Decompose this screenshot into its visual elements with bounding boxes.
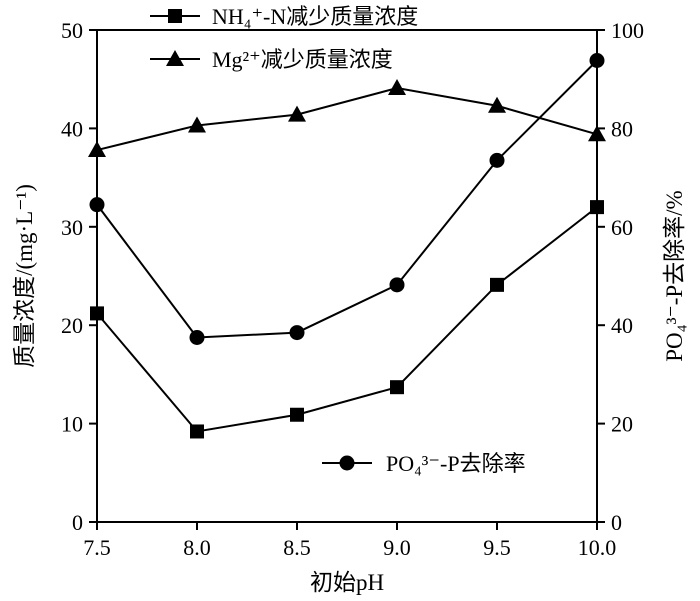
data-point bbox=[288, 105, 306, 122]
legend-item: PO₄³⁻-P去除率 bbox=[322, 451, 526, 476]
plot-frame bbox=[96, 29, 598, 523]
legend-label: Mg²⁺减少质量浓度 bbox=[212, 47, 393, 72]
x-axis-title: 初始pH bbox=[310, 570, 384, 595]
data-point bbox=[489, 152, 505, 168]
series-triangle bbox=[88, 79, 606, 158]
y-left-tick-label: 30 bbox=[61, 215, 83, 240]
y-right-tick-label: 100 bbox=[611, 18, 644, 43]
data-point bbox=[90, 306, 104, 321]
y-left-axis-title: 质量浓度/(mg·L⁻¹) bbox=[12, 184, 37, 368]
series-square bbox=[90, 200, 604, 439]
legend-label: NH₄⁺-N减少质量浓度 bbox=[212, 4, 418, 29]
y-right-tick-label: 0 bbox=[611, 510, 622, 535]
x-axis: 7.5 8.0 8.5 9.0 9.5 10.0 bbox=[83, 522, 616, 560]
legend-marker bbox=[339, 455, 355, 471]
legend-layer: NH₄⁺-N减少质量浓度 Mg²⁺减少质量浓度 PO₄³⁻-P去除率 bbox=[150, 4, 526, 476]
data-point bbox=[589, 53, 605, 69]
y-left-tick-label: 40 bbox=[61, 116, 83, 141]
data-point bbox=[88, 141, 106, 158]
series-line bbox=[96, 59, 598, 339]
legend-marker bbox=[166, 50, 184, 66]
y-right-axis-title: PO₄³⁻-P去除率/% bbox=[662, 190, 687, 361]
legend-item: NH₄⁺-N减少质量浓度 bbox=[150, 4, 418, 29]
data-point bbox=[590, 200, 604, 215]
y-left-axis: 0 10 20 30 40 50 bbox=[61, 18, 97, 535]
y-left-tick-label: 50 bbox=[61, 18, 83, 43]
x-tick-label: 7.5 bbox=[83, 535, 111, 560]
data-point bbox=[588, 125, 606, 142]
x-tick-label: 8.5 bbox=[283, 535, 311, 560]
y-left-tick-label: 10 bbox=[61, 412, 83, 437]
plot-border bbox=[96, 29, 598, 523]
data-point bbox=[190, 424, 204, 439]
legend-item: Mg²⁺减少质量浓度 bbox=[150, 47, 393, 72]
series-layer bbox=[88, 53, 606, 439]
data-point bbox=[189, 330, 205, 345]
data-point bbox=[188, 116, 206, 133]
series-circle bbox=[89, 53, 605, 345]
x-tick-label: 10.0 bbox=[578, 535, 617, 560]
data-point bbox=[389, 277, 405, 293]
series-line bbox=[96, 206, 598, 433]
data-point bbox=[388, 79, 406, 96]
y-right-tick-label: 20 bbox=[611, 412, 633, 437]
y-left-tick-label: 0 bbox=[72, 510, 83, 535]
y-right-axis: 0 20 40 60 80 100 bbox=[597, 18, 644, 535]
data-point bbox=[290, 407, 304, 422]
legend-marker bbox=[168, 9, 182, 23]
series-line bbox=[96, 87, 598, 152]
x-tick-label: 9.0 bbox=[383, 535, 411, 560]
x-tick-label: 9.5 bbox=[483, 535, 511, 560]
data-point bbox=[390, 380, 404, 395]
x-tick-label: 8.0 bbox=[183, 535, 211, 560]
y-right-tick-label: 60 bbox=[611, 215, 633, 240]
data-point bbox=[89, 197, 105, 213]
data-point bbox=[490, 277, 504, 292]
y-left-tick-label: 20 bbox=[61, 313, 83, 338]
data-point bbox=[488, 96, 506, 113]
y-right-tick-label: 80 bbox=[611, 116, 633, 141]
data-point bbox=[289, 325, 305, 341]
legend-label: PO₄³⁻-P去除率 bbox=[386, 451, 526, 476]
y-right-tick-label: 40 bbox=[611, 313, 633, 338]
